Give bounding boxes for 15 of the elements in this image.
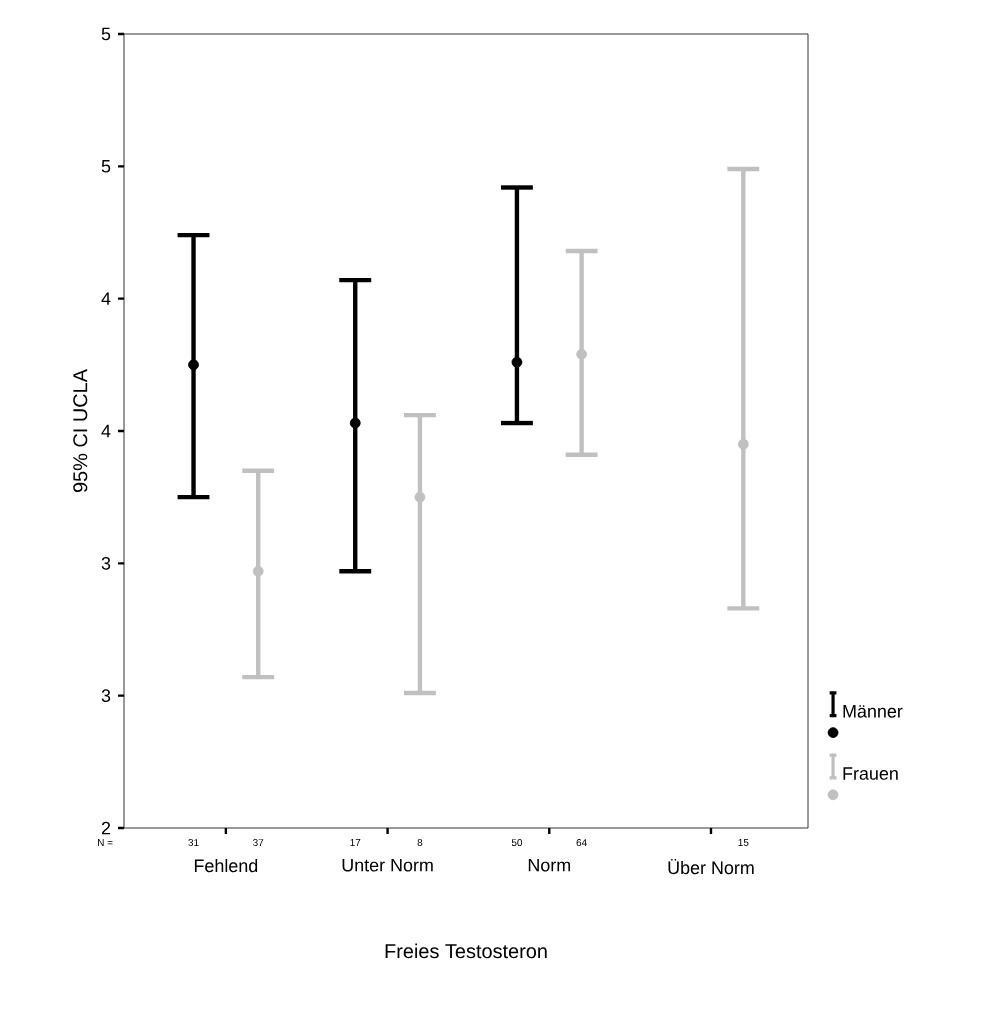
x-tick-label: Über Norm <box>668 858 754 875</box>
legend-label: Frauen <box>843 767 898 780</box>
y-tick-label: 3 <box>101 556 111 570</box>
y-tick-label: 2 <box>101 821 111 835</box>
x-tick-label: Norm <box>528 858 570 872</box>
y-tick-label: 4 <box>101 292 111 305</box>
x-tick-label: Unter Norm <box>342 858 433 872</box>
y-tick-label: 3 <box>101 689 111 703</box>
y-tick-label: 5 <box>101 160 111 173</box>
y-tick-label: 4 <box>101 424 111 438</box>
y-tick-label: 5 <box>101 27 111 41</box>
legend-label: Männer <box>843 705 903 718</box>
y-axis-title: 95% CI UCLA <box>73 369 88 493</box>
x-axis-title: Freies Testosteron <box>385 943 547 959</box>
x-tick-label: Fehlend <box>194 858 258 873</box>
